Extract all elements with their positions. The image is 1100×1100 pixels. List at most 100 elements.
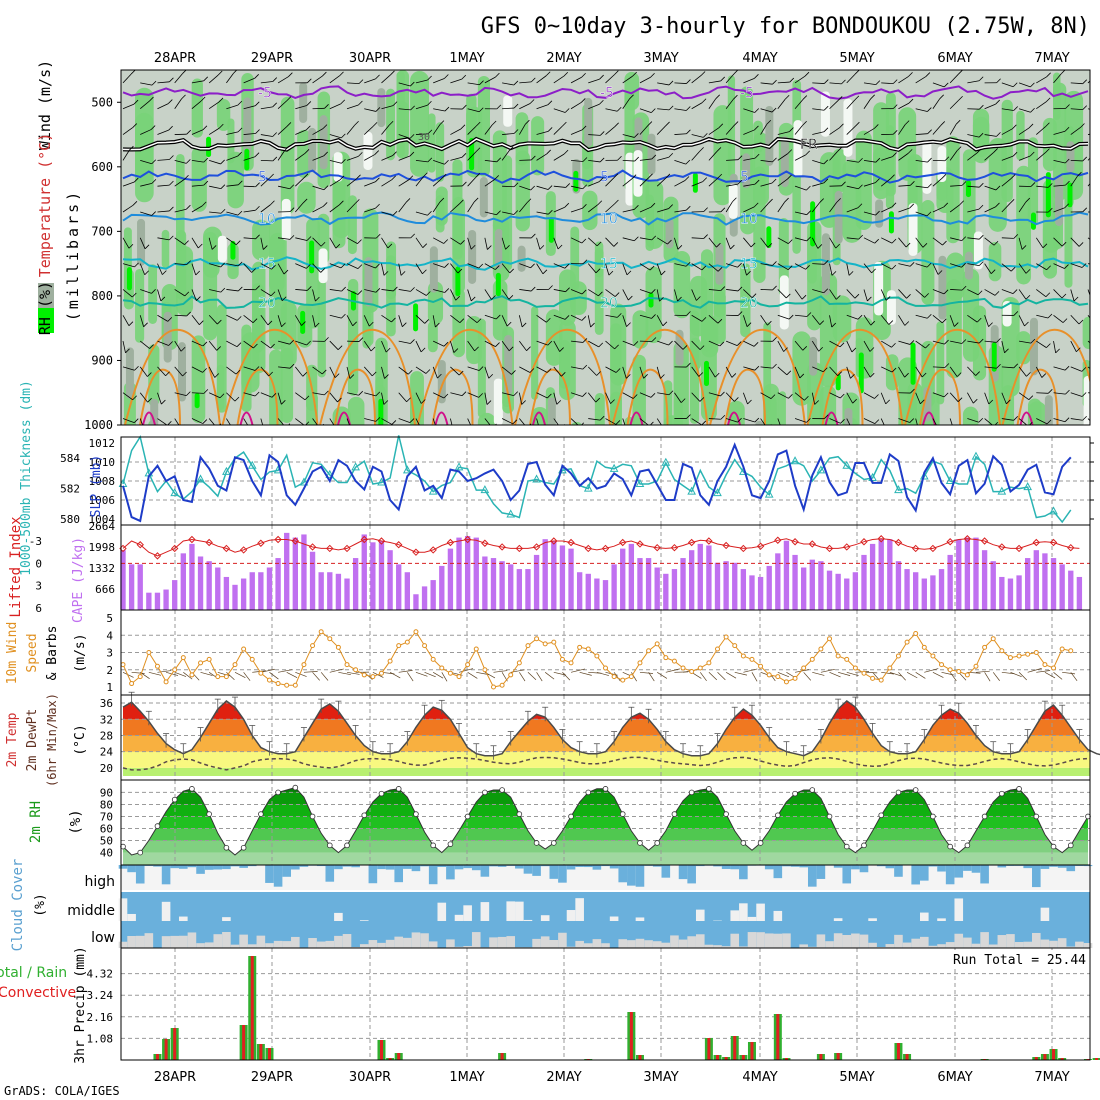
wind-barb-flag bbox=[443, 341, 449, 347]
rh-very-dry-cell bbox=[217, 235, 227, 263]
wind-speed-point bbox=[129, 681, 135, 687]
wind-barb bbox=[587, 237, 598, 247]
rh-moist-cell bbox=[396, 101, 409, 159]
wind-barb-flag bbox=[506, 321, 512, 327]
cape-bar bbox=[792, 554, 798, 610]
rh-moist-cell bbox=[452, 288, 465, 358]
wind-barb bbox=[587, 392, 597, 403]
wind-barb-flag bbox=[993, 148, 998, 153]
wind-barb-flag bbox=[545, 71, 551, 77]
wind-barb bbox=[484, 418, 491, 425]
wind-barb-flag bbox=[976, 317, 982, 323]
wind-barb bbox=[295, 177, 305, 187]
wind-barb bbox=[743, 129, 755, 135]
wind-barb bbox=[174, 289, 186, 297]
cape-bar bbox=[378, 540, 385, 610]
cloud-bar bbox=[222, 932, 231, 948]
wind-barb-flag bbox=[1025, 197, 1031, 203]
wind-barb bbox=[226, 340, 238, 348]
wind-barb bbox=[984, 392, 990, 405]
wind-barb-flag bbox=[491, 295, 496, 300]
wind-barb-flag bbox=[495, 72, 500, 78]
rh-moist-cell bbox=[191, 335, 206, 423]
rh-moist-cell bbox=[1001, 99, 1013, 203]
cloud-bar bbox=[980, 865, 989, 884]
wind-barb bbox=[613, 672, 621, 682]
wind-barb-flag bbox=[956, 372, 962, 377]
wind-barb-flag bbox=[220, 262, 225, 268]
wind-barb-flag bbox=[272, 102, 277, 108]
precip-convective-bar bbox=[397, 1053, 401, 1060]
wind-barb-flag bbox=[531, 77, 536, 83]
wind-barb bbox=[1070, 366, 1083, 372]
wind-barb bbox=[605, 177, 615, 187]
wind-barb-flag bbox=[940, 121, 946, 126]
cloud-bar bbox=[411, 932, 421, 948]
wind-barb-flag bbox=[582, 392, 587, 397]
wind-barb-flag bbox=[961, 181, 967, 186]
cape-bar bbox=[473, 537, 479, 610]
wind-barb-flag bbox=[858, 184, 863, 190]
wind-barb-flag bbox=[306, 101, 312, 106]
wind-barb-flag bbox=[939, 94, 944, 100]
footer-credit: GrADS: COLA/IGES bbox=[4, 1084, 120, 1098]
wind-barb bbox=[122, 204, 134, 213]
wind-barb bbox=[174, 159, 187, 164]
wind-barb bbox=[243, 418, 249, 425]
wind-barb-flag bbox=[716, 147, 722, 152]
thickness-point bbox=[299, 477, 309, 486]
wind-barb bbox=[570, 102, 582, 110]
wind-barb bbox=[949, 366, 958, 377]
wind-barb bbox=[863, 128, 875, 135]
wind-barb-flag bbox=[341, 286, 346, 292]
cloud-bar bbox=[454, 946, 464, 948]
wind-speed-point bbox=[603, 665, 608, 671]
cloud-bar bbox=[428, 865, 438, 885]
cloud-bar bbox=[161, 901, 171, 921]
wind-barb-flag bbox=[530, 263, 535, 269]
wind-barb-flag bbox=[854, 293, 860, 299]
cloud-bar bbox=[1040, 865, 1050, 869]
cape-bar bbox=[206, 561, 212, 610]
wind-barb bbox=[122, 237, 130, 249]
wind-barb bbox=[1070, 127, 1081, 135]
wind-barb bbox=[243, 156, 256, 161]
cloud-bar bbox=[730, 865, 740, 870]
cape-bar bbox=[335, 573, 342, 610]
wind-barb-flag bbox=[422, 243, 428, 248]
wind-barb-flag bbox=[169, 206, 174, 212]
wind-barb bbox=[467, 366, 480, 371]
cloud-bar bbox=[179, 916, 188, 921]
axis-label-wind10-b: Speed bbox=[25, 633, 40, 672]
wind-barb bbox=[950, 237, 962, 241]
date-label: 28APR bbox=[154, 1070, 196, 1085]
wind-barb-flag bbox=[754, 108, 760, 113]
wind-barb bbox=[329, 179, 341, 187]
wind-barb bbox=[674, 237, 679, 250]
wind-barb bbox=[140, 289, 152, 294]
rh-very-dry-cell bbox=[793, 120, 803, 178]
wind-barb-flag bbox=[772, 157, 777, 163]
wind-barb-flag bbox=[942, 240, 947, 246]
wind-barb-flag bbox=[254, 74, 259, 79]
isotherm-label: 10 bbox=[740, 211, 758, 227]
wind-barb-flag bbox=[649, 265, 655, 271]
wind-barb bbox=[708, 177, 719, 187]
wind-barb-flag bbox=[634, 205, 639, 210]
wind-barb-flag bbox=[736, 341, 742, 346]
hot-isotherm-line bbox=[239, 411, 254, 425]
wind-barb bbox=[794, 75, 806, 84]
cape-bar bbox=[533, 554, 540, 610]
wind-barb-flag bbox=[979, 104, 984, 110]
wind-barb-flag bbox=[818, 346, 823, 352]
wind-barb-flag bbox=[351, 426, 355, 430]
wind-speed-point bbox=[870, 675, 876, 681]
thickness-point bbox=[454, 462, 464, 471]
rh-point bbox=[843, 843, 850, 850]
isotherm-line bbox=[122, 85, 1089, 100]
wind-barb-flag bbox=[840, 393, 845, 399]
wind-barb bbox=[760, 418, 766, 425]
rh-moist-cell bbox=[176, 154, 185, 251]
wind-speed-point bbox=[646, 648, 652, 654]
rh-moist-cell bbox=[1016, 110, 1025, 161]
